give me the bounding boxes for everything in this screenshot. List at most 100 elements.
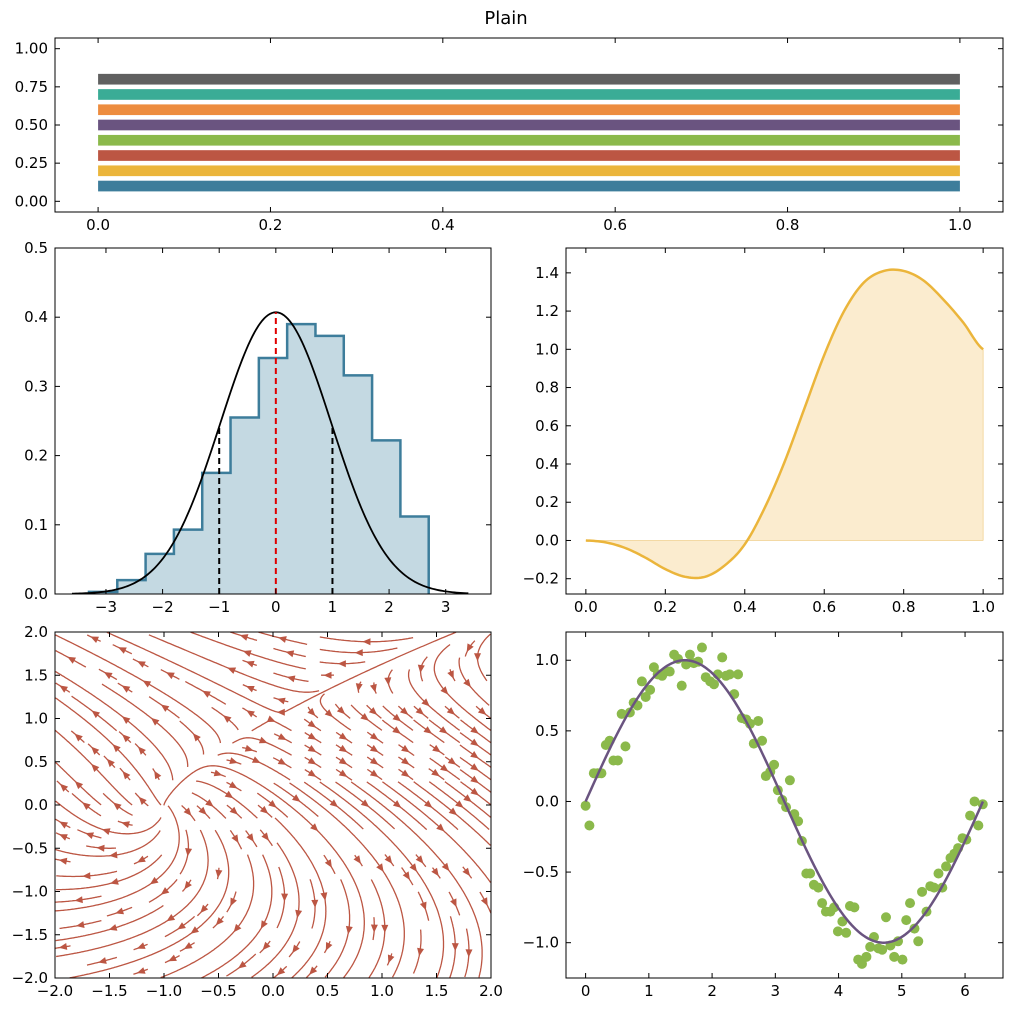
scatter-xtick-label: 4 xyxy=(834,982,844,1000)
scatter-xtick-label: 0 xyxy=(581,982,591,1000)
stream-arrow xyxy=(238,960,247,969)
stream-arrow xyxy=(392,713,401,722)
area-xtick-label: 0.6 xyxy=(812,598,836,616)
scatter-point xyxy=(897,954,908,965)
stream-arrow xyxy=(138,796,147,805)
stream-arrow xyxy=(137,855,146,863)
stream-arrow xyxy=(401,769,410,778)
scatter-point xyxy=(865,941,876,952)
stream-ytick-label: −0.5 xyxy=(12,839,48,857)
stream-arrow xyxy=(262,941,271,951)
stream-arrow xyxy=(213,769,223,777)
streamline xyxy=(251,842,300,978)
histogram-bin xyxy=(202,473,230,594)
scatter-point xyxy=(580,800,591,811)
stream-arrow xyxy=(455,800,464,808)
stream-arrow xyxy=(324,709,333,718)
stream-arrow xyxy=(177,922,186,930)
stream-arrow xyxy=(259,805,269,814)
stream-arrow xyxy=(110,878,119,885)
stream-arrow xyxy=(310,823,319,832)
stream-xtick-label: 0.0 xyxy=(261,982,285,1000)
scatter-point xyxy=(717,652,728,663)
streamline xyxy=(56,854,163,891)
area-xtick-label: 0.2 xyxy=(653,598,677,616)
scatter-point xyxy=(877,944,888,955)
stream-arrow xyxy=(436,823,445,832)
scatter-point xyxy=(636,676,647,687)
stream-arrow xyxy=(121,685,131,693)
stream-arrow xyxy=(369,769,379,778)
scatter-ytick-label: 0.0 xyxy=(535,792,559,810)
stream-arrow xyxy=(384,855,393,864)
stream-xtick-label: −0.5 xyxy=(200,982,236,1000)
bars-ytick-label: 0.00 xyxy=(15,192,48,210)
scatter-point xyxy=(664,666,675,677)
scatter-ytick-label: −1.0 xyxy=(523,934,559,952)
stream-arrow xyxy=(470,787,479,796)
scatter-point xyxy=(753,715,764,726)
streamline xyxy=(319,693,352,731)
stream-arrow xyxy=(91,710,100,719)
scatter-ytick-label: 0.5 xyxy=(535,722,559,740)
bar-0.7 xyxy=(98,89,960,100)
hist-xtick-label: −3 xyxy=(95,598,117,616)
stream-arrow xyxy=(224,790,234,799)
stream-arrow xyxy=(59,834,68,841)
stream-arrow xyxy=(439,726,448,734)
stream-arrow xyxy=(336,706,346,715)
streamline xyxy=(476,633,491,682)
stream-arrow xyxy=(415,707,424,715)
stream-arrow xyxy=(183,942,193,950)
scatter-xtick-label: 3 xyxy=(771,982,781,1000)
bars-xtick-label: 0.6 xyxy=(603,216,627,234)
stream-arrow xyxy=(400,707,409,715)
hist-xtick-label: −1 xyxy=(208,598,230,616)
stream-xtick-label: 1.0 xyxy=(370,982,394,1000)
stream-arrow xyxy=(121,821,130,828)
stream-arrow xyxy=(74,896,83,904)
stream-arrow xyxy=(277,757,287,765)
stream-arrow xyxy=(160,704,170,712)
stream-arrow xyxy=(470,763,479,771)
stream-arrow xyxy=(183,807,192,816)
scatter-xtick-label: 5 xyxy=(897,982,907,1000)
stream-arrow xyxy=(239,634,249,641)
stream-arrow xyxy=(387,954,395,964)
streamline xyxy=(211,706,239,731)
stream-arrow xyxy=(198,806,207,815)
stream-arrow xyxy=(109,851,118,859)
stream-arrow xyxy=(440,764,449,772)
stream-ytick-label: −1.5 xyxy=(12,926,48,944)
scatter-point xyxy=(784,775,795,786)
stream-arrow xyxy=(440,686,449,695)
stream-ytick-label: 0.5 xyxy=(24,753,48,771)
histogram-bin xyxy=(231,418,259,594)
bars-ytick-label: 0.25 xyxy=(15,154,48,172)
streamline xyxy=(368,879,386,978)
stream-arrow xyxy=(448,807,458,816)
scatter-point xyxy=(929,882,940,893)
bar-0.1 xyxy=(98,180,960,192)
stream-arrow xyxy=(192,733,201,742)
area-ytick-label: −0.2 xyxy=(523,570,559,588)
stream-arrow xyxy=(233,923,242,933)
stream-arrow xyxy=(215,917,224,926)
scatter-point xyxy=(696,642,707,653)
stream-arrow xyxy=(401,744,410,753)
stream-arrow xyxy=(338,732,348,740)
area-plot-area xyxy=(585,268,984,580)
stream-arrow xyxy=(354,649,363,657)
stream-arrow xyxy=(112,744,121,753)
stream-arrow xyxy=(90,636,99,643)
stream-ytick-label: 1.0 xyxy=(24,710,48,728)
stream-arrow xyxy=(295,909,303,919)
stream-arrow xyxy=(59,783,69,792)
stream-arrow xyxy=(311,899,319,908)
stream-arrow xyxy=(307,757,317,765)
stream-arrow xyxy=(277,733,287,740)
stream-arrow xyxy=(465,949,473,958)
stream-arrow xyxy=(338,744,348,753)
scatter-xtick-label: 6 xyxy=(960,982,970,1000)
scatter-point xyxy=(645,684,656,695)
